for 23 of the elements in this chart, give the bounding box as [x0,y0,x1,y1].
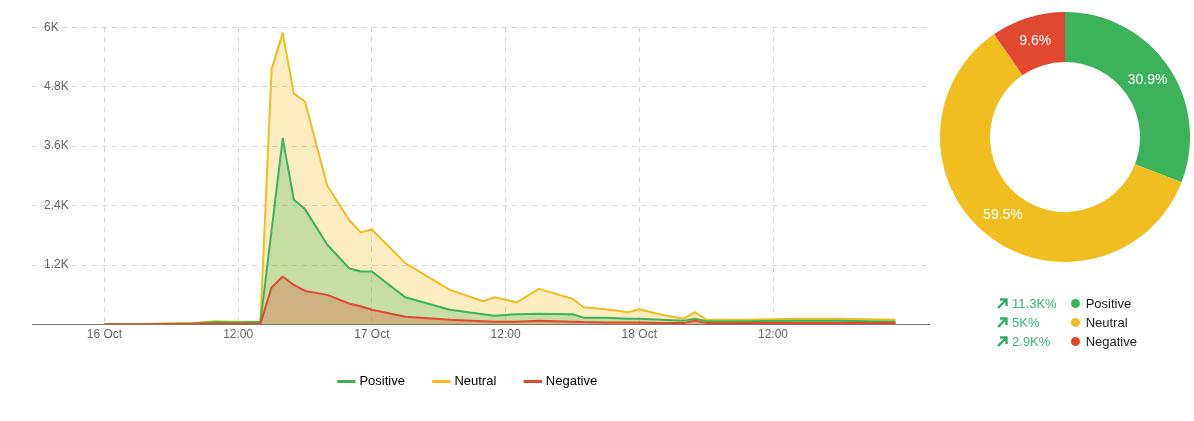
y-tick-label: 1.2K [44,257,69,272]
x-tick-label: 12:00 [223,327,254,342]
y-tick-label: 3.6K [44,138,69,153]
legend-label: Negative [1085,334,1137,349]
text: 11.3K% [1012,296,1057,311]
x-tick-label: 12:00 [757,327,789,342]
legend-label: Negative [545,373,598,389]
data-label: 9.6% [1019,32,1052,49]
text: 2.9K% [1012,334,1051,349]
x-tick-label: 16 Oct [86,327,123,342]
legend-label: Neutral [454,373,497,389]
legend-label: Positive [1085,296,1132,311]
x-tick-label: 17 Oct [354,327,391,342]
legend-label: Neutral [1085,315,1128,330]
x-tick-label: 18 Oct [621,327,658,342]
y-tick-label: 4.8K [44,78,69,93]
data-label: 59.5% [983,206,1023,223]
text: 5K% [1012,315,1040,330]
legend-label: Positive [359,373,405,389]
data-label: 30.9% [1127,71,1168,88]
y-tick-label: 6K [44,19,59,34]
y-tick-label: 2.4K [44,197,69,212]
x-tick-label: 12:00 [490,327,521,342]
